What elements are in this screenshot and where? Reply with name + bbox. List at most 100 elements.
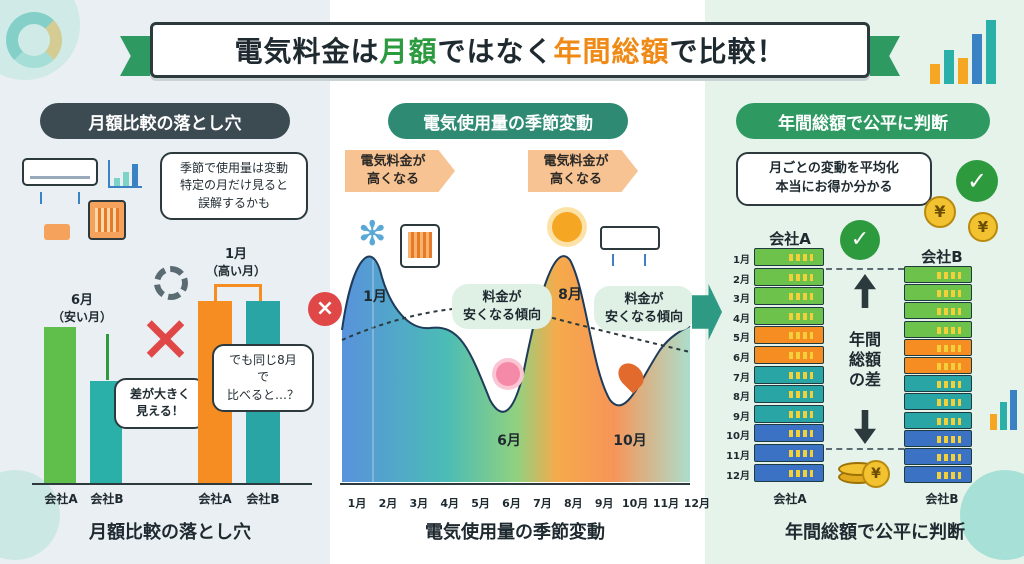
stack-row-company-a (754, 326, 824, 345)
stack-row-company-b (904, 266, 972, 283)
tag2-line1: 電気料金が (543, 154, 609, 170)
stack-month-label: 6月 (733, 353, 750, 364)
august-bubble: でも同じ8月で 比べると…？ (212, 344, 314, 413)
difference-bubble: 差が大きく 見える！ (114, 378, 206, 429)
tag1-line2: 高くなる (366, 172, 419, 187)
month-axis-label: 9月 (594, 497, 614, 510)
panel2-header: 電気使用量の季節変動 (388, 103, 628, 139)
title-part3: ではなく (437, 35, 554, 68)
chat-icon (44, 224, 70, 240)
stack-row-company-b (904, 429, 972, 447)
stack-month-label: 1月 (733, 255, 750, 266)
august-line1: でも同じ8月で (229, 353, 297, 385)
month-axis-label: 8月 (563, 497, 583, 510)
flower-icon (496, 362, 520, 386)
stack-row-company-b (904, 466, 972, 484)
month-axis-label: 2月 (378, 497, 398, 510)
stack-month-label: 8月 (733, 392, 750, 404)
stack-row-company-b (904, 448, 972, 465)
month-axis-label: 11月 (652, 497, 680, 510)
low-jun-label: 6月 (497, 433, 521, 449)
seasonal-curve-line (341, 255, 691, 413)
panel3-company-a-bottom: 会社A (773, 492, 807, 506)
low-cost-bubble-1: 料金が 安くなる傾向 (452, 284, 552, 330)
seasonal-curve-area (342, 256, 690, 482)
stack-row-company-b (904, 393, 972, 411)
peak-jan-label: 1月 (363, 289, 387, 305)
stack-row-company-a (754, 248, 824, 266)
panel1-company-a: 会社A (44, 492, 78, 506)
green2-line2: 安くなる傾向 (604, 309, 683, 325)
stack-row-company-a (754, 346, 824, 364)
month-axis-label: 1月 (347, 497, 367, 510)
air-conditioner-icon (22, 158, 98, 186)
panel3-bubble-line2: 本当にお得か分かる (775, 179, 893, 195)
sun-icon (552, 212, 582, 242)
bar-company-a-june (44, 327, 76, 483)
gear-icon (154, 266, 188, 300)
tag2-line2: 高くなる (549, 172, 602, 187)
stack-row-company-b (904, 338, 972, 356)
stack-month-label: 3月 (733, 294, 750, 306)
title-part2: 月額 (379, 35, 438, 68)
yen-coin-icon-1: ¥ (924, 196, 956, 228)
jan-bracket (214, 284, 262, 302)
stack-row-company-a (754, 424, 824, 443)
month-axis-label: 6月 (502, 497, 521, 510)
diff-bottom-dashed-line (826, 448, 904, 450)
title-part1: 電気料金は (234, 35, 380, 68)
title-part4: 年間総額 (553, 35, 670, 68)
month-axis-label: 7月 (533, 497, 552, 510)
annual-diff-line3: の差 (848, 370, 881, 389)
panel1-bubble-line2: 特定の月だけ見ると (179, 178, 288, 193)
june-label: 6月 (70, 293, 94, 308)
panel3-header: 年間総額で公平に判断 (736, 103, 990, 139)
panel1-bubble-line3: 誤解するかも (197, 195, 270, 210)
difference-line1: 差が大きく (129, 387, 190, 401)
stack-month-label: 11月 (726, 451, 750, 462)
air-conditioner-icon-2 (600, 226, 660, 250)
stack-row-company-b (904, 302, 972, 320)
checkmark-icon-middle: ✓ (840, 220, 880, 260)
green1-line1: 料金が (482, 290, 522, 305)
month-axis-label: 5月 (471, 497, 490, 510)
heater-icon-2 (400, 224, 440, 268)
difference-line2: 見える！ (136, 404, 184, 419)
stack-row-company-b (904, 357, 972, 374)
annual-diff-line1: 年間 (848, 330, 881, 349)
title-part5: で比較！ (669, 35, 786, 68)
stack-row-company-a (754, 365, 824, 384)
panel2-caption: 電気使用量の季節変動 (425, 522, 605, 543)
stack-row-company-a (754, 385, 824, 404)
stack-month-label: 5月 (733, 333, 750, 345)
divider-cross-icon: × (308, 292, 342, 326)
stack-month-label: 10月 (726, 431, 750, 443)
annual-diff-line2: 総額 (848, 350, 881, 369)
panel3-company-b-top: 会社B (921, 248, 963, 266)
august-line2: 比べると…？ (226, 387, 299, 402)
panel1-bubble-line1: 季節で使用量は変動 (179, 161, 288, 175)
month-axis-label: 3月 (409, 497, 429, 510)
bar-chart-icon (108, 160, 142, 188)
stack-row-company-a (754, 404, 824, 423)
cross-mark-icon (146, 320, 185, 358)
panel2-x-axis (340, 483, 690, 485)
airflow-icon-2 (612, 254, 646, 266)
stack-row-company-b (904, 411, 972, 429)
tag1-line1: 電気料金が (360, 154, 426, 170)
stack-month-label: 2月 (733, 274, 750, 286)
stack-row-company-a (754, 267, 824, 286)
panel1-speech-bubble: 季節で使用量は変動 特定の月だけ見ると 誤解するかも (160, 152, 308, 221)
high-cost-tag-2: 電気料金が 高くなる (528, 150, 638, 192)
stack-row-company-a (754, 306, 824, 325)
stack-row-company-a (754, 287, 824, 306)
green1-line2: 安くなる傾向 (462, 307, 541, 323)
jan-sub-label: （高い月） (205, 264, 266, 278)
peak-aug-label: 8月 (558, 287, 582, 303)
airflow-lines-icon (40, 192, 80, 204)
month-axis-label: 12月 (683, 497, 711, 510)
june-sub-label: （安い月） (51, 310, 112, 324)
stack-row-company-a (754, 444, 824, 462)
stack-month-label: 9月 (733, 411, 750, 423)
low-oct-label: 10月 (613, 433, 647, 449)
